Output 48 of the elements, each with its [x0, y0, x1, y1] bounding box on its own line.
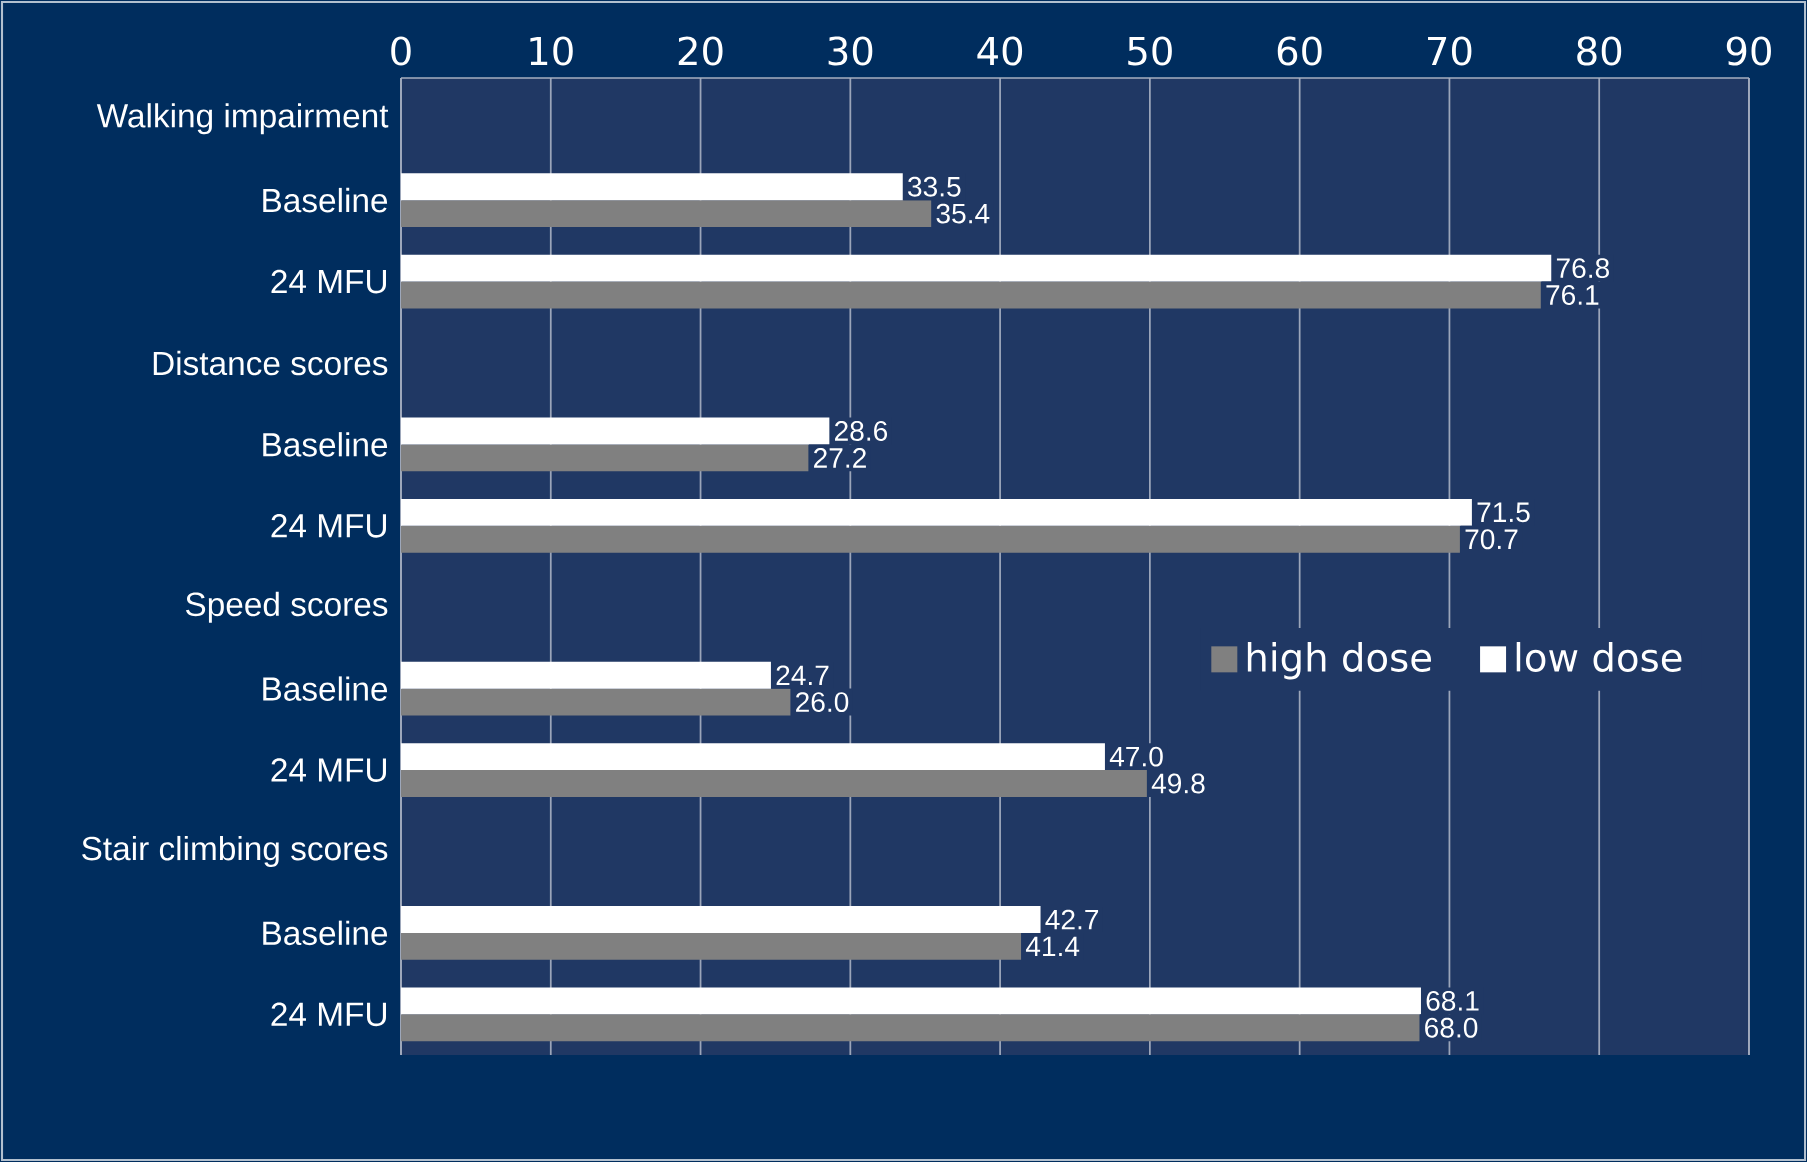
data-label: 35.4 — [936, 203, 990, 224]
x-tick-label: 90 — [1726, 36, 1771, 66]
x-tick-label: 70 — [1428, 36, 1472, 66]
x-tick-label: 30 — [828, 36, 873, 66]
data-label: 47.0 — [1109, 746, 1163, 767]
legend-label: high dose — [1247, 642, 1431, 680]
data-label: 76.8 — [1556, 258, 1609, 279]
x-tick-label: 60 — [1277, 36, 1322, 66]
y-tick-label: Walking impairment — [96, 103, 389, 135]
data-label: 71.5 — [1477, 502, 1530, 523]
legend-label: low dose — [1516, 642, 1682, 672]
y-tick-label: Distance scores — [153, 350, 388, 376]
y-tick-label: 24 MFU — [271, 1002, 386, 1027]
bar — [401, 173, 903, 201]
data-label: 68.0 — [1425, 1017, 1478, 1038]
data-label: 49.8 — [1151, 773, 1205, 794]
x-tick-label: 40 — [977, 36, 1023, 66]
y-tick-label: Baseline — [263, 676, 388, 701]
data-label: 41.4 — [1025, 936, 1080, 957]
y-tick-label: 24 MFU — [271, 513, 386, 538]
data-label: 33.5 — [908, 176, 961, 197]
data-label: 28.6 — [835, 421, 888, 441]
data-label: 26.0 — [796, 692, 849, 713]
bar — [401, 661, 771, 689]
bar — [401, 417, 830, 445]
bar — [401, 254, 1552, 282]
x-tick-label: 50 — [1128, 36, 1172, 66]
y-tick-label: 24 MFU — [271, 758, 386, 782]
bar — [401, 688, 791, 716]
y-tick-label: Speed scores — [185, 591, 388, 623]
bar — [401, 987, 1421, 1015]
data-label: 70.7 — [1465, 529, 1518, 550]
x-tick-label: 20 — [678, 36, 723, 66]
x-tick-label: 10 — [530, 36, 573, 66]
data-label: 76.1 — [1546, 285, 1599, 305]
y-tick-label: Baseline — [263, 432, 388, 457]
bar — [401, 743, 1105, 771]
x-tick-label: 80 — [1577, 36, 1622, 66]
y-tick-label: 24 MFU — [271, 269, 386, 294]
x-tick-label: 0 — [391, 36, 411, 66]
bar — [401, 525, 1460, 553]
y-tick-label: Stair climbing scores — [82, 835, 388, 868]
y-tick-label: Baseline — [263, 920, 388, 946]
y-tick-label: Baseline — [263, 187, 388, 213]
data-label: 27.2 — [814, 448, 866, 468]
data-label: 42.7 — [1045, 909, 1099, 930]
data-label: 24.7 — [776, 665, 829, 686]
data-label: 68.1 — [1426, 990, 1479, 1011]
